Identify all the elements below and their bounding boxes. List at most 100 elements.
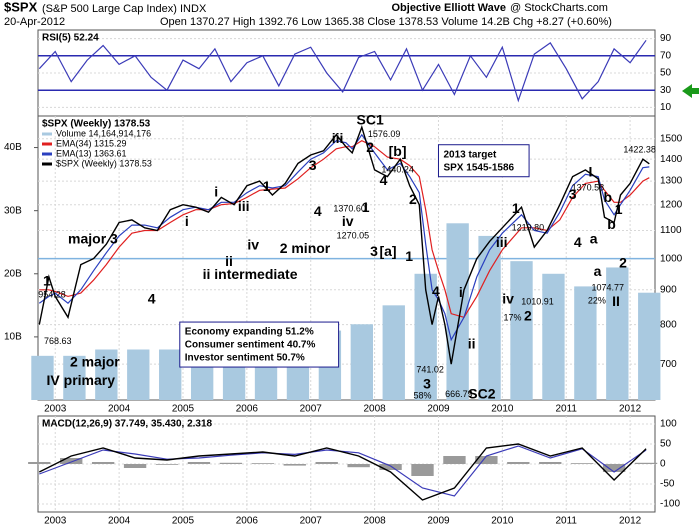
wave-label: SC1 [357, 111, 384, 127]
panel-title: $SPX (Weekly) 1378.53 [42, 119, 151, 130]
bar [414, 273, 437, 400]
y-tick-label: 1100 [660, 225, 682, 236]
x-tick-label: 2009 [427, 516, 450, 527]
x-tick-label: 2006 [236, 404, 259, 415]
histogram [283, 464, 306, 466]
panel-title: MACD(12,26,9) 37.749, 35.430, 2.318 [42, 419, 213, 430]
histogram [187, 462, 211, 464]
wave-label: 4 [574, 234, 582, 250]
y-tick-label: 50 [660, 439, 672, 450]
wave-label: i [459, 284, 463, 300]
y-tick-label: 1400 [660, 154, 683, 165]
source: Objective Elliott Wave [391, 2, 506, 14]
wave-label: [b] [389, 143, 407, 159]
legend-swatch [42, 162, 52, 166]
y-tick-label: 800 [660, 319, 677, 330]
y-tick-label: 50 [660, 68, 672, 79]
wave-label: 17% [504, 312, 522, 322]
bar [350, 324, 374, 400]
wave-label: 1370.58 [572, 183, 605, 193]
wave-label: 1 [512, 200, 520, 216]
note-text: SPX 1545-1586 [443, 162, 514, 173]
x-tick-label: 2005 [172, 516, 195, 527]
histogram [411, 464, 434, 476]
bar [63, 355, 86, 400]
x-tick-label: 2004 [108, 516, 131, 527]
histogram [379, 464, 402, 470]
symbol: $SPX [4, 0, 38, 14]
histogram [571, 463, 594, 464]
y2-tick-label: 10B [4, 332, 22, 343]
line [38, 39, 647, 103]
x-tick-label: 2009 [427, 404, 450, 415]
x-tick-label: 2005 [172, 404, 195, 415]
x-tick-label: 2006 [236, 516, 259, 527]
wave-label: 1440.24 [381, 165, 414, 175]
wave-label: iii [332, 130, 344, 146]
legend-swatch [42, 152, 52, 156]
histogram [155, 464, 179, 465]
symbol-name: (S&P 500 Large Cap Index) INDX [42, 3, 207, 15]
y-tick-label: 900 [660, 284, 677, 295]
legend-label: EMA(34) 1315.29 [56, 138, 127, 148]
wave-label: 1270.05 [337, 230, 370, 240]
wave-label: i [214, 183, 218, 199]
arrow [682, 84, 699, 98]
line [38, 125, 650, 365]
wave-label: IV primary [47, 372, 116, 388]
wave-label: SC2 [468, 386, 495, 402]
wave-label: 768.63 [44, 336, 72, 346]
wave-label: 4 [314, 203, 322, 219]
y-tick-label: 0 [660, 459, 666, 470]
wave-label: 4 [148, 291, 156, 307]
wave-label: 1074.77 [591, 283, 624, 293]
histogram [28, 462, 51, 464]
wave-label: 3 [423, 375, 431, 391]
bar [127, 349, 150, 400]
wave-label: ii [225, 253, 233, 269]
wave-label: iv [342, 213, 354, 229]
wave-label: 1 [615, 201, 623, 217]
bar [478, 235, 501, 400]
wave-label: 2 [524, 308, 532, 324]
wave-label: I [589, 164, 593, 180]
wave-label: 1 [362, 199, 370, 215]
x-tick-label: 2010 [491, 404, 514, 415]
note-text: Consumer sentiment 40.7% [185, 340, 316, 351]
legend-label: Volume 14,164,914,176 [56, 128, 151, 138]
wave-label: 2 major [70, 354, 120, 370]
y2-tick-label: 40B [4, 142, 22, 153]
wave-label: 3 [370, 243, 378, 259]
y-tick-label: 1300 [660, 176, 683, 187]
y-tick-label: -100 [660, 499, 680, 510]
y-tick-label: 30 [660, 85, 672, 96]
note-box [437, 144, 530, 178]
legend-swatch [42, 132, 52, 136]
x-tick-label: 2007 [300, 516, 323, 527]
histogram [91, 462, 115, 464]
y-tick-label: 1500 [660, 133, 683, 144]
histogram [443, 456, 466, 464]
x-tick-label: 2012 [619, 516, 642, 527]
wave-label: 58% [413, 391, 431, 401]
histogram [475, 456, 498, 464]
x-tick-label: 2008 [363, 404, 386, 415]
histogram [507, 462, 530, 464]
line [38, 443, 647, 501]
bar [542, 273, 565, 400]
y-tick-label: 90 [660, 33, 672, 44]
wave-label: 4 [380, 172, 388, 188]
wave-label: 1 [43, 272, 51, 288]
x-tick-label: 2007 [300, 404, 323, 415]
histogram [123, 464, 147, 468]
y-tick-label: -50 [660, 479, 675, 490]
legend-label: EMA(13) 1363.61 [56, 148, 127, 158]
line [38, 133, 650, 342]
wave-label: iii [238, 198, 250, 214]
quote: Open 1370.27 High 1392.76 Low 1365.38 Cl… [160, 16, 612, 28]
wave-label: ii intermediate [203, 266, 298, 282]
y-tick-label: 700 [660, 359, 677, 370]
histogram [219, 462, 243, 464]
